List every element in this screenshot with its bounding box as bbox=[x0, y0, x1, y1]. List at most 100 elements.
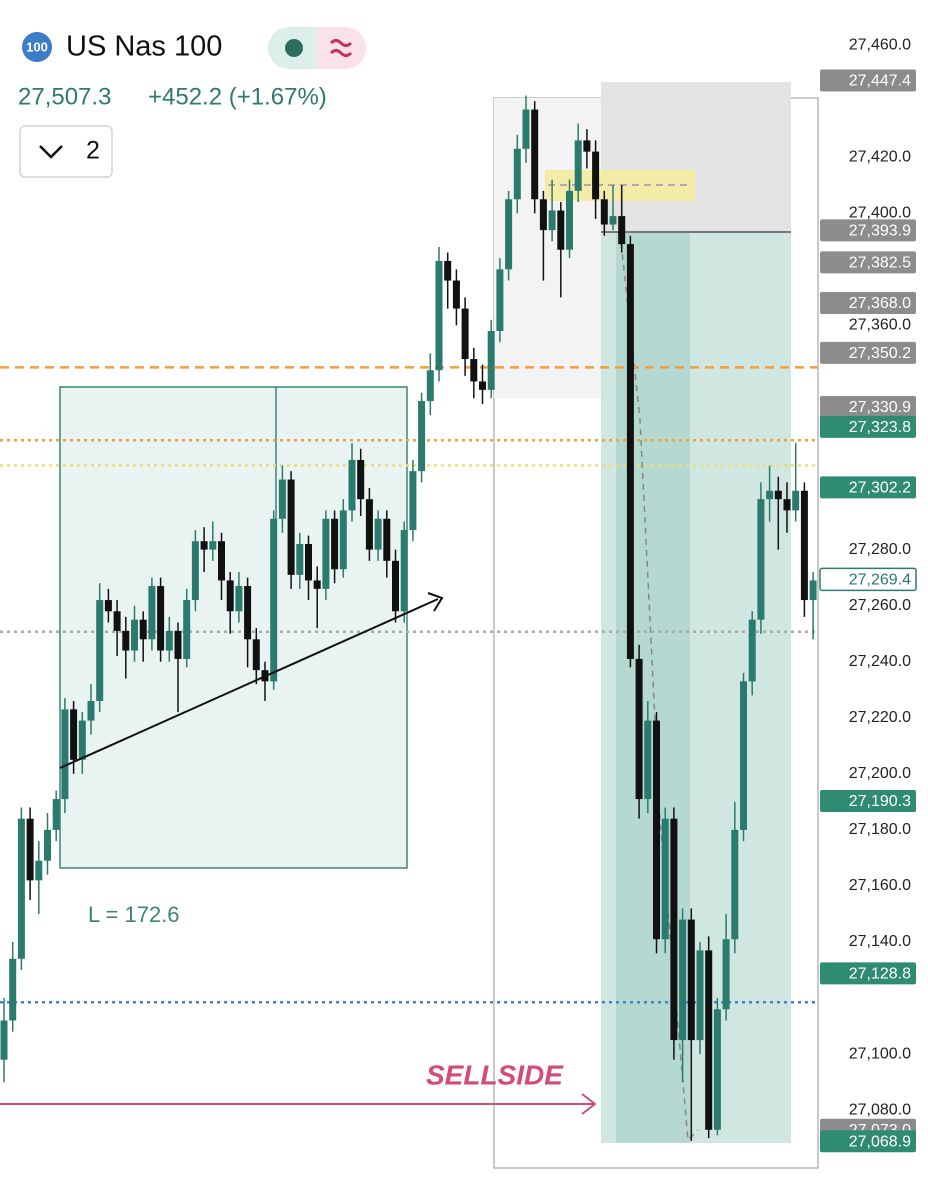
y-tick-label: 27,420.0 bbox=[849, 148, 911, 165]
candle-body bbox=[87, 700, 95, 721]
candle-body bbox=[331, 518, 339, 570]
candle-body bbox=[139, 619, 147, 640]
candle-body bbox=[600, 199, 608, 225]
candle-body bbox=[348, 459, 356, 511]
candle-body bbox=[513, 148, 521, 200]
candle-body bbox=[696, 950, 704, 1041]
price-badge-label: 27,447.4 bbox=[849, 73, 911, 90]
y-tick-label: 27,100.0 bbox=[849, 1045, 911, 1062]
y-tick-label: 27,160.0 bbox=[849, 877, 911, 894]
candle-body bbox=[609, 216, 617, 225]
candle-body bbox=[757, 499, 765, 620]
price-badge-label: 27,128.8 bbox=[849, 966, 911, 983]
candle-body bbox=[148, 586, 156, 640]
y-tick-label: 27,360.0 bbox=[849, 317, 911, 334]
candle-body bbox=[670, 818, 678, 1041]
candle-body bbox=[418, 401, 426, 472]
candle-body bbox=[26, 818, 34, 881]
candle-body bbox=[70, 709, 78, 760]
candle-body bbox=[661, 818, 669, 940]
candle-body bbox=[653, 720, 660, 940]
change: +452.2 (+1.67%) bbox=[148, 83, 327, 110]
candle-body bbox=[357, 459, 365, 500]
candle-body bbox=[244, 586, 252, 640]
y-tick-label: 27,180.0 bbox=[849, 821, 911, 838]
price-badge bbox=[820, 219, 916, 242]
candle-body bbox=[287, 479, 295, 575]
candle-body bbox=[444, 260, 452, 281]
candle-body bbox=[435, 260, 443, 371]
price-badge bbox=[820, 962, 916, 985]
candle-body bbox=[731, 829, 739, 940]
candle-body bbox=[679, 919, 687, 1041]
price-badge bbox=[820, 1130, 916, 1153]
price-badge bbox=[820, 395, 916, 418]
price-badge-label: 27,393.9 bbox=[849, 223, 911, 240]
candle-body bbox=[635, 658, 643, 800]
candle-body bbox=[313, 580, 321, 589]
price-badge bbox=[820, 69, 916, 92]
price-badge-label: 27,068.9 bbox=[849, 1133, 911, 1150]
market-open-dot bbox=[285, 39, 303, 57]
candle-body bbox=[705, 950, 713, 1130]
candle-body bbox=[522, 109, 530, 149]
y-tick-label: 27,200.0 bbox=[849, 765, 911, 782]
stop-zone bbox=[601, 82, 791, 232]
sellside-label: SELLSIDE bbox=[426, 1059, 564, 1090]
candle-body bbox=[157, 586, 165, 651]
candle-body bbox=[17, 818, 25, 959]
y-tick-label: 27,240.0 bbox=[849, 653, 911, 670]
status-pill-right bbox=[317, 27, 366, 69]
candle-body bbox=[78, 720, 86, 760]
candle-body bbox=[774, 490, 782, 500]
candle-body bbox=[165, 630, 173, 651]
candle-body bbox=[0, 1020, 8, 1060]
candle-body bbox=[783, 499, 791, 511]
y-tick-label: 27,280.0 bbox=[849, 541, 911, 558]
candle-body bbox=[174, 630, 182, 659]
y-tick-label: 27,220.0 bbox=[849, 709, 911, 726]
candle-body bbox=[191, 541, 199, 601]
trend-arrow bbox=[427, 592, 444, 612]
candle-body bbox=[374, 518, 382, 550]
candle-body bbox=[183, 600, 191, 659]
candle-body bbox=[687, 919, 695, 1041]
interval-button[interactable] bbox=[19, 125, 113, 178]
candle-body bbox=[400, 529, 408, 612]
interval-value: 2 bbox=[86, 137, 100, 165]
y-tick-label: 27,140.0 bbox=[849, 933, 911, 950]
candle-body bbox=[305, 544, 312, 581]
candle-body bbox=[452, 280, 460, 309]
candle-body bbox=[548, 210, 556, 231]
candle-body bbox=[61, 709, 69, 800]
candle-body bbox=[592, 151, 600, 200]
candle-body bbox=[505, 199, 513, 270]
candle-body bbox=[461, 308, 469, 360]
y-tick-label: 27,460.0 bbox=[849, 36, 911, 53]
candle-body bbox=[557, 210, 565, 250]
candle-body bbox=[270, 518, 278, 682]
candle-body bbox=[44, 829, 51, 861]
candle-body bbox=[392, 560, 399, 612]
candle-body bbox=[809, 580, 817, 601]
symbol-title: US Nas 100 bbox=[66, 31, 222, 63]
candle-body bbox=[104, 600, 112, 612]
symbol-badge bbox=[22, 32, 52, 62]
y-tick-label: 27,080.0 bbox=[849, 1101, 911, 1118]
price-badge-label: 27,330.9 bbox=[849, 399, 911, 416]
price-badge bbox=[820, 790, 916, 813]
candle-body bbox=[322, 518, 330, 589]
price-badge-label: 27,350.2 bbox=[849, 345, 911, 362]
candle-body bbox=[713, 1009, 721, 1130]
candle-body bbox=[235, 586, 243, 612]
trend-line bbox=[59, 598, 439, 769]
price-badge-label: 27,302.2 bbox=[849, 480, 911, 497]
candle-body bbox=[113, 611, 121, 631]
price-badge bbox=[820, 341, 916, 364]
candle-body bbox=[131, 619, 138, 651]
symbol-badge-text: 100 bbox=[26, 39, 48, 54]
price-badge bbox=[819, 567, 917, 592]
candle-body bbox=[487, 331, 495, 390]
candle-body bbox=[409, 471, 417, 530]
